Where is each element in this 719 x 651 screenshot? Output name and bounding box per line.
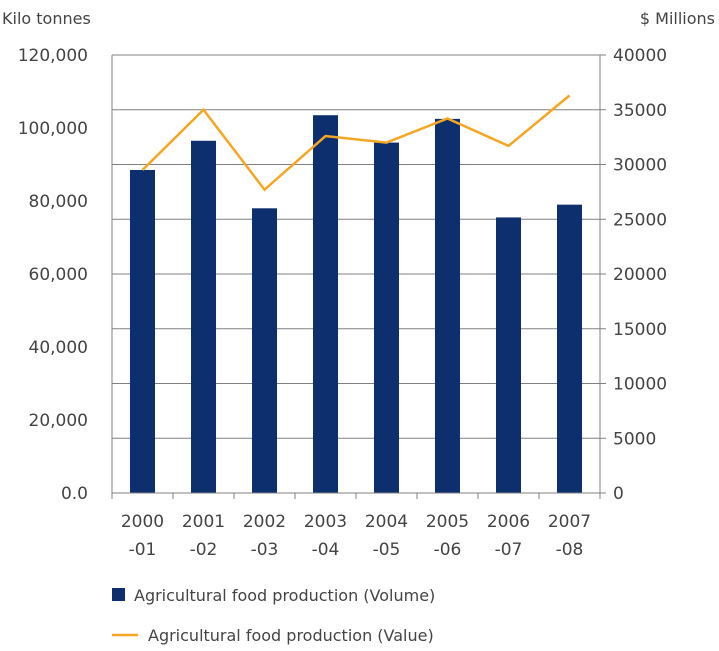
x-tick-label: 2004 xyxy=(365,512,408,532)
left-tick-label: 60,000 xyxy=(29,265,88,285)
left-tick-label: 20,000 xyxy=(29,411,88,431)
x-tick-label: -03 xyxy=(251,540,279,560)
legend-label-volume: Agricultural food production (Volume) xyxy=(134,586,435,605)
value-line-series xyxy=(141,94,571,192)
left-axis-tick-labels: 0.0 20,000 40,000 60,000 80,000 100,000 120,00… xyxy=(18,46,88,504)
axes xyxy=(111,54,606,499)
right-tick-label: 20000 xyxy=(613,265,667,285)
bar xyxy=(191,140,216,493)
x-tick-label: -02 xyxy=(190,540,218,560)
bar xyxy=(313,115,338,493)
right-tick-label: 15000 xyxy=(613,320,667,340)
bar xyxy=(130,169,155,493)
right-tick-label: 25000 xyxy=(613,210,667,230)
legend-label-value: Agricultural food production (Value) xyxy=(148,626,434,645)
right-tick-label: 10000 xyxy=(613,375,667,395)
right-tick-label: 40000 xyxy=(613,46,667,66)
x-tick-label: -04 xyxy=(312,540,340,560)
legend: Agricultural food production (Volume) Ag… xyxy=(112,586,435,645)
right-axis-tick-labels: 0 5000 10000 15000 20000 25000 30000 35000 40000 xyxy=(613,46,667,504)
x-tick-label: 2003 xyxy=(304,512,347,532)
right-tick-label: 0 xyxy=(613,484,624,504)
series-line xyxy=(141,94,571,192)
x-tick-label: 2002 xyxy=(243,512,286,532)
x-axis-tick-labels: 2000 -01 2001 -02 2002 -03 2003 -04 2004 -05 2005 -… xyxy=(121,512,591,560)
bar xyxy=(557,204,582,493)
x-tick-label: -05 xyxy=(373,540,401,560)
right-tick-label: 30000 xyxy=(613,156,667,176)
legend-swatch-volume xyxy=(112,588,125,601)
left-tick-label: 80,000 xyxy=(29,192,88,212)
left-tick-label: 40,000 xyxy=(29,338,88,358)
x-tick-label: -08 xyxy=(556,540,584,560)
x-tick-label: -01 xyxy=(129,540,157,560)
x-tick-label: 2001 xyxy=(182,512,225,532)
right-tick-label: 5000 xyxy=(613,429,656,449)
x-tick-label: 2006 xyxy=(487,512,530,532)
x-tick-label: 2007 xyxy=(548,512,591,532)
bar xyxy=(252,208,277,494)
left-axis-title: Kilo tonnes xyxy=(2,9,91,28)
right-axis-title: $ Millions xyxy=(640,9,715,28)
x-tick-label: -07 xyxy=(495,540,523,560)
right-tick-label: 35000 xyxy=(613,101,667,121)
gridlines xyxy=(112,54,600,439)
bar xyxy=(374,142,399,493)
left-tick-label: 0.0 xyxy=(61,484,88,504)
left-tick-label: 100,000 xyxy=(18,119,88,139)
bar xyxy=(496,217,521,494)
x-tick-label: -06 xyxy=(434,540,462,560)
bar xyxy=(435,118,460,493)
volume-bars xyxy=(130,115,582,494)
x-tick-label: 2005 xyxy=(426,512,469,532)
x-tick-label: 2000 xyxy=(121,512,164,532)
left-tick-label: 120,000 xyxy=(18,46,88,66)
